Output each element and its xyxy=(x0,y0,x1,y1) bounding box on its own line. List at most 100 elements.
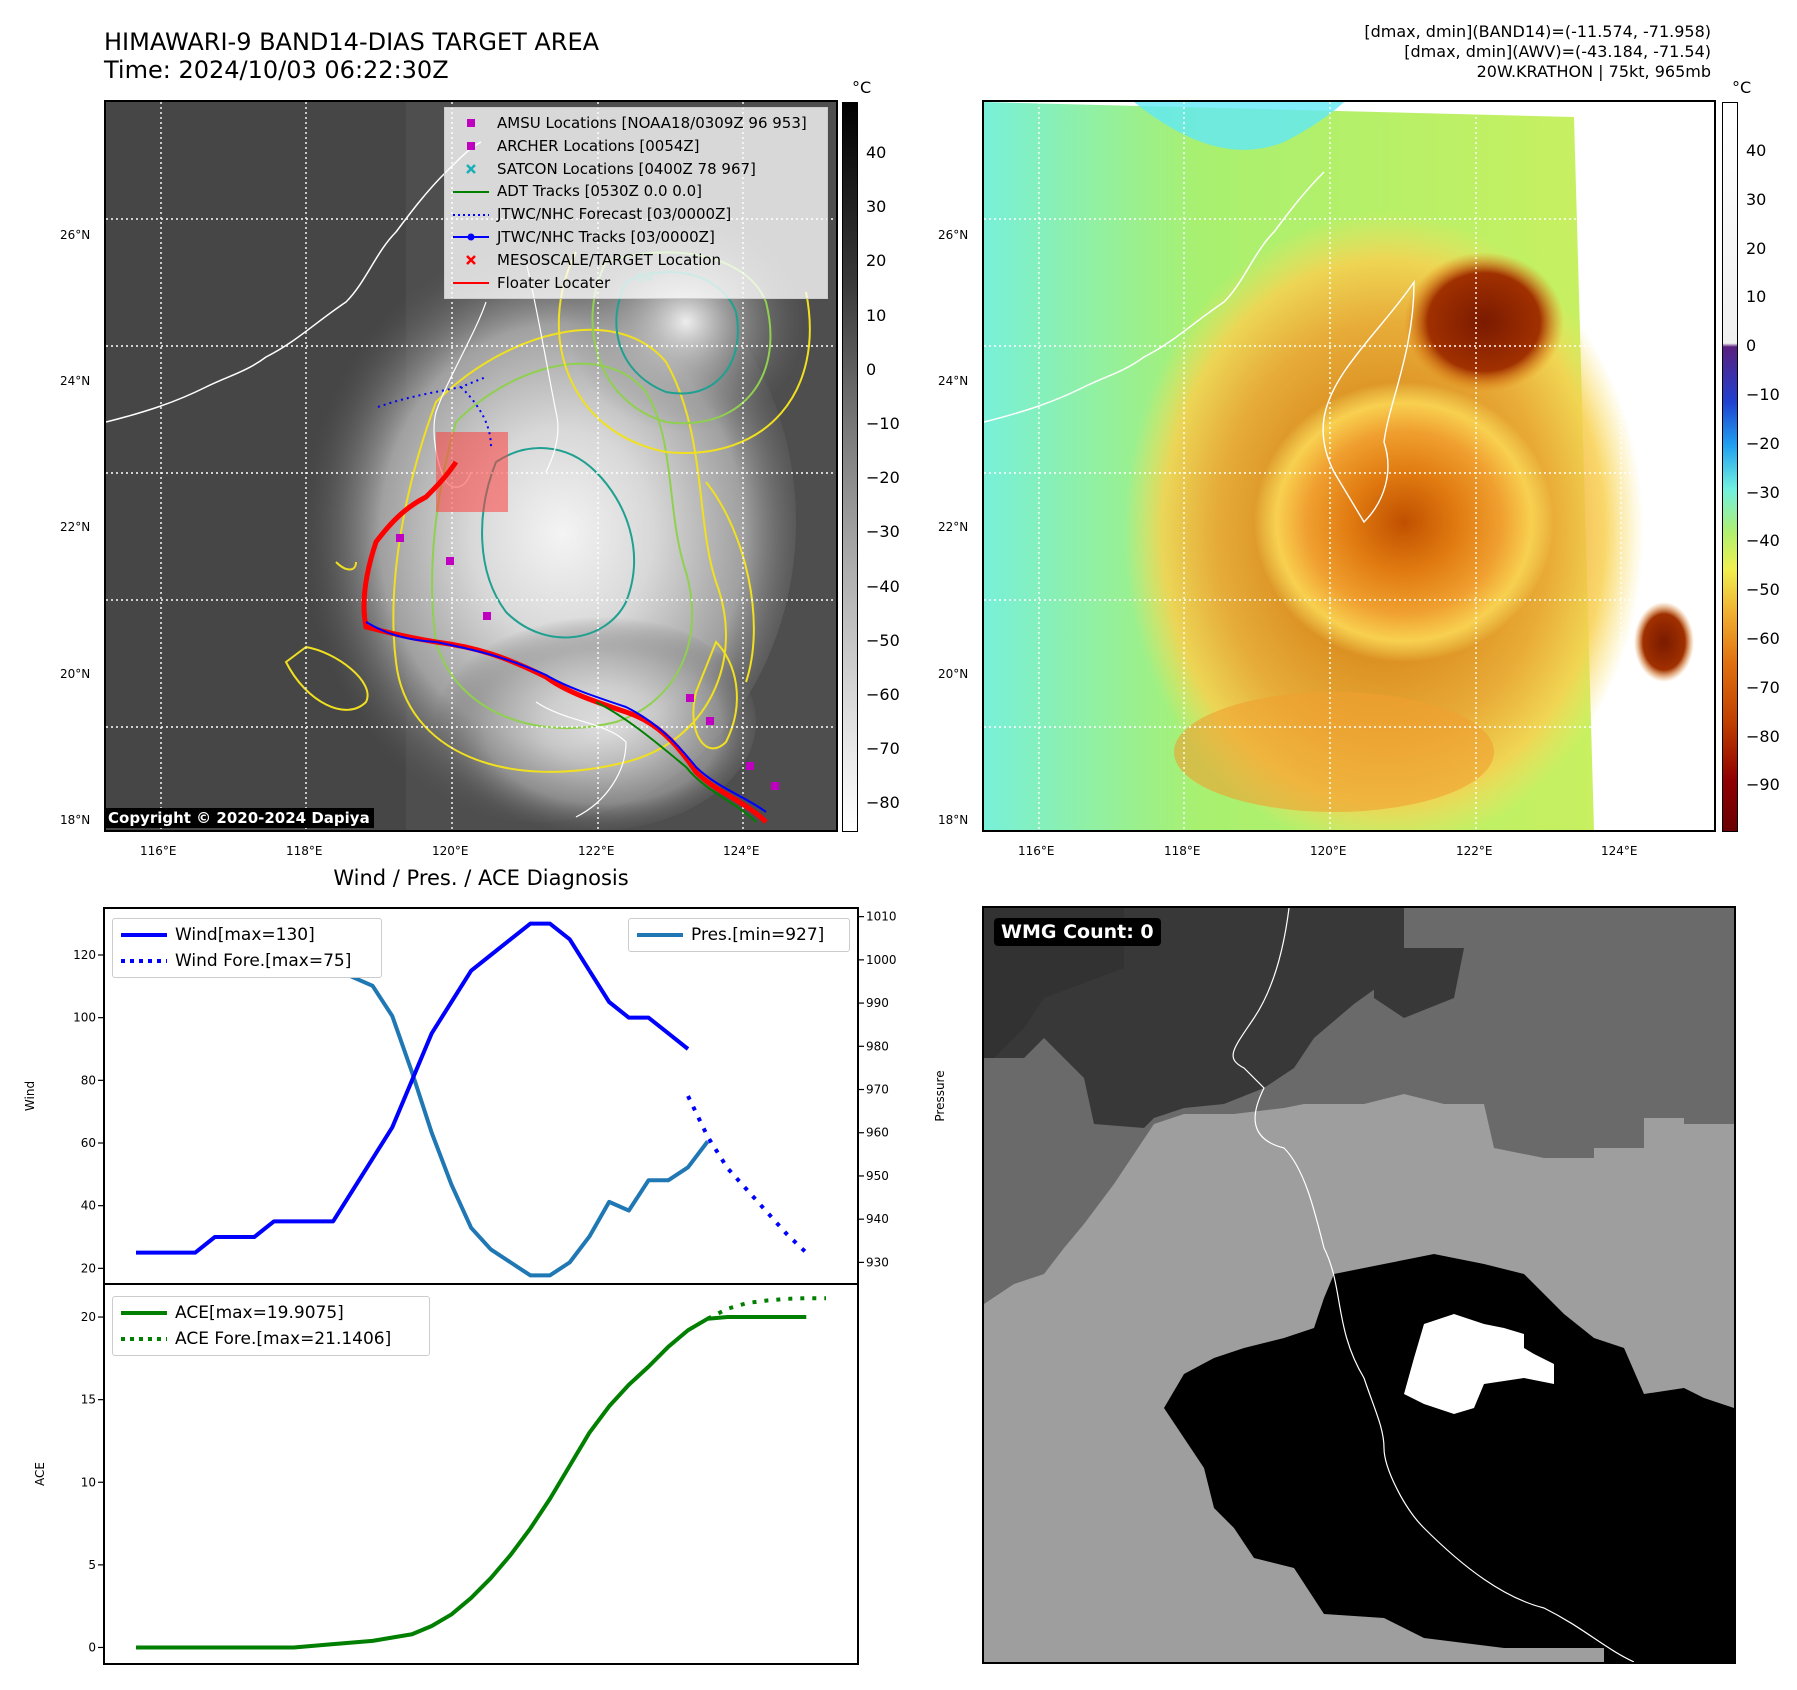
lat-label-20: 20°N xyxy=(60,667,91,681)
dias-lon-label-124: 124°E xyxy=(1601,844,1638,858)
awv-stats: [dmax, dmin](AWV)=(-43.184, -71.54) xyxy=(1404,42,1711,61)
legend-item-jtwc-tracks: JTWC/NHC Tracks [03/0000Z] xyxy=(453,226,819,249)
ir-colorbar-label: 30 xyxy=(866,197,887,217)
ir-colorbar-unit: °C xyxy=(852,78,872,97)
legend-item-floater: Floater Locater xyxy=(453,273,611,292)
pressure-tick-label: 980 xyxy=(866,1039,889,1053)
ace-axis-label: ACE xyxy=(33,1462,47,1486)
dias-colorbar-label: −10 xyxy=(1746,385,1780,404)
figure-title: HIMAWARI-9 BAND14-DIAS TARGET AREA xyxy=(104,28,600,56)
pressure-tick-label: 930 xyxy=(866,1255,889,1269)
lon-label-124: 124°E xyxy=(723,844,760,858)
dias-lat-label-18: 18°N xyxy=(938,813,969,827)
diagnosis-title: Wind / Pres. / ACE Diagnosis xyxy=(333,866,629,890)
ir-colorbar-label: 20 xyxy=(866,251,887,271)
dias-lat-label-26: 26°N xyxy=(938,228,969,242)
wind-tick-label: 20 xyxy=(81,1261,96,1275)
pressure-tick-label: 960 xyxy=(866,1126,889,1140)
wind-tick-label: 60 xyxy=(81,1136,96,1150)
storm-info: 20W.KRATHON | 75kt, 965mb xyxy=(1476,62,1711,81)
wind-tick-label: 40 xyxy=(81,1199,96,1213)
dias-colorbar-label: −30 xyxy=(1746,482,1780,502)
legend-pressure: Pres.[min=927] xyxy=(691,925,825,945)
dias-colorbar-label: −60 xyxy=(1746,629,1780,648)
ir-colorbar-label: 40 xyxy=(866,143,887,162)
dias-colorbar-label: −90 xyxy=(1746,775,1780,795)
dias-colorbar-unit: °C xyxy=(1732,78,1752,97)
wind-tick-label: 100 xyxy=(73,1011,96,1025)
ir-colorbar-label: −60 xyxy=(866,685,900,704)
ace-forecast-series-line xyxy=(706,1296,826,1321)
dias-colorbar-label: −70 xyxy=(1746,677,1780,697)
pressure-tick-label: 1010 xyxy=(866,910,897,924)
wmg-count-badge: WMG Count: 0 xyxy=(994,918,1161,946)
ir-colorbar-label: −20 xyxy=(866,468,900,488)
lat-label-18: 18°N xyxy=(60,813,91,827)
dias-lon-label-118: 118°E xyxy=(1164,844,1201,858)
legend-item-adt: ADT Tracks [0530Z 0.0 0.0] xyxy=(453,182,702,201)
dias-lat-label-22: 22°N xyxy=(938,520,969,534)
dias-colorbar-label: 10 xyxy=(1746,287,1767,307)
dias-colorbar-label: −80 xyxy=(1746,726,1780,746)
wind-series-line xyxy=(136,921,592,1255)
ir-colorbar-label: −70 xyxy=(866,739,900,759)
legend-ace: ACE[max=19.9075] xyxy=(175,1303,344,1323)
figure-time: Time: 2024/10/03 06:22:30Z xyxy=(104,56,449,84)
ace-tick-label: 0 xyxy=(88,1640,96,1654)
lat-label-26: 26°N xyxy=(60,228,91,242)
dias-lon-label-122: 122°E xyxy=(1456,844,1493,858)
pressure-tick-label: 990 xyxy=(866,996,889,1010)
ir-colorbar xyxy=(842,102,858,832)
wind-axis-label: Wind xyxy=(23,1081,37,1111)
dias-colorbar xyxy=(1722,102,1738,832)
wind-tick-label: 120 xyxy=(73,948,96,962)
ir-colorbar-label: −50 xyxy=(866,630,900,650)
ir-colorbar-label: −40 xyxy=(866,576,900,596)
ir-colorbar-label: −10 xyxy=(866,414,900,433)
legend-item-amsu: AMSU Locations [NOAA18/0309Z 96 953] xyxy=(453,112,819,135)
dias-colorbar-label: 20 xyxy=(1746,238,1767,258)
lon-label-120: 120°E xyxy=(432,844,469,858)
legend-wind: Wind[max=130] xyxy=(175,925,315,945)
wind-legend: Wind[max=130] Wind Fore.[max=75] xyxy=(112,918,382,978)
dias-colorbar-label: 0 xyxy=(1746,336,1757,356)
wmg-panel xyxy=(982,906,1736,1664)
ace-series-line xyxy=(136,1315,807,1650)
wind-tick-label: 80 xyxy=(81,1073,96,1087)
ace-tick-label: 20 xyxy=(81,1310,96,1324)
lat-label-22: 22°N xyxy=(60,520,91,534)
pressure-axis-label: Pressure xyxy=(933,1070,947,1121)
dias-colorbar-label: −50 xyxy=(1746,580,1780,600)
ir-colorbar-label: 10 xyxy=(866,305,887,325)
ace-tick-label: 5 xyxy=(88,1558,96,1572)
legend-ace-forecast: ACE Fore.[max=21.1406] xyxy=(175,1329,392,1349)
legend-wind-forecast: Wind Fore.[max=75] xyxy=(175,951,352,971)
copyright-badge: Copyright © 2020-2024 Dapiya xyxy=(104,808,374,828)
legend-item-archer: ARCHER Locations [0054Z] xyxy=(453,135,819,158)
legend-item-target: MESOSCALE/TARGET Location xyxy=(453,249,819,272)
lon-label-118: 118°E xyxy=(286,844,323,858)
pressure-tick-label: 940 xyxy=(866,1212,889,1226)
legend-item-jtwc-forecast: JTWC/NHC Forecast [03/0000Z] xyxy=(453,205,732,224)
lon-label-116: 116°E xyxy=(140,844,177,858)
ace-tick-label: 15 xyxy=(81,1393,96,1407)
dias-lon-label-116: 116°E xyxy=(1018,844,1055,858)
ir-colorbar-label: 0 xyxy=(866,359,877,379)
dias-colorbar-label: −20 xyxy=(1746,433,1780,453)
dias-lat-label-24: 24°N xyxy=(938,374,969,388)
ir-colorbar-label: −30 xyxy=(866,522,900,542)
map-legend: AMSU Locations [NOAA18/0309Z 96 953] ARC… xyxy=(444,107,828,300)
lon-label-122: 122°E xyxy=(578,844,615,858)
pressure-tick-label: 970 xyxy=(866,1083,889,1097)
pressure-tick-label: 1000 xyxy=(866,953,897,967)
dias-colorbar-label: −40 xyxy=(1746,531,1780,551)
dias-map-image xyxy=(984,102,1714,830)
ir-colorbar-label: −80 xyxy=(866,793,900,813)
lat-label-24: 24°N xyxy=(60,374,91,388)
wind-series-line-tail xyxy=(587,969,690,1051)
dias-map-panel xyxy=(982,100,1716,832)
wmg-image xyxy=(984,908,1734,1662)
dias-colorbar-label: 30 xyxy=(1746,189,1767,209)
dias-colorbar-label: 40 xyxy=(1746,141,1767,160)
ace-legend: ACE[max=19.9075] ACE Fore.[max=21.1406] xyxy=(112,1296,430,1356)
